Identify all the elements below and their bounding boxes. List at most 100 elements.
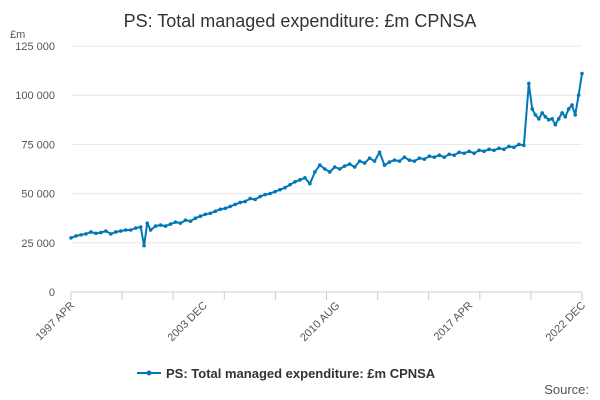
data-point[interactable] (337, 167, 342, 171)
data-point[interactable] (142, 243, 146, 248)
data-point[interactable] (288, 182, 292, 187)
data-point[interactable] (248, 196, 252, 201)
data-point[interactable] (530, 107, 535, 111)
data-point[interactable] (133, 226, 138, 230)
data-point[interactable] (387, 160, 392, 164)
data-point[interactable] (492, 148, 496, 153)
data-point[interactable] (457, 150, 461, 155)
data-point[interactable] (417, 156, 422, 160)
data-point[interactable] (69, 236, 73, 240)
data-point[interactable] (407, 158, 412, 162)
data-point[interactable] (138, 225, 143, 229)
data-point[interactable] (89, 230, 93, 234)
data-point[interactable] (502, 147, 506, 152)
data-point[interactable] (158, 223, 163, 227)
data-point[interactable] (527, 81, 531, 86)
data-point[interactable] (308, 181, 312, 186)
data-point[interactable] (576, 93, 581, 97)
data-point[interactable] (99, 230, 103, 235)
data-point[interactable] (118, 229, 123, 233)
data-point[interactable] (362, 161, 367, 165)
data-point[interactable] (303, 176, 307, 180)
data-point[interactable] (452, 153, 457, 158)
data-point[interactable] (145, 221, 150, 225)
data-point[interactable] (437, 153, 442, 158)
data-point[interactable] (74, 234, 78, 238)
data-point[interactable] (198, 214, 203, 219)
data-point[interactable] (113, 230, 118, 234)
data-point[interactable] (462, 151, 466, 156)
data-point[interactable] (573, 113, 578, 117)
data-point[interactable] (298, 178, 302, 182)
data-point[interactable] (560, 111, 564, 115)
data-point[interactable] (497, 146, 501, 151)
data-point[interactable] (392, 158, 397, 162)
data-point[interactable] (533, 113, 538, 117)
data-point[interactable] (148, 228, 153, 232)
data-point[interactable] (79, 233, 83, 237)
data-point[interactable] (183, 218, 188, 222)
data-point[interactable] (94, 231, 98, 236)
data-point[interactable] (553, 122, 558, 127)
data-point[interactable] (173, 220, 178, 224)
data-point[interactable] (427, 154, 432, 159)
data-point[interactable] (347, 162, 352, 166)
data-point[interactable] (402, 155, 407, 159)
data-point[interactable] (537, 117, 541, 121)
data-point[interactable] (327, 170, 332, 174)
data-point[interactable] (263, 192, 267, 197)
data-point[interactable] (372, 159, 377, 163)
data-point[interactable] (84, 232, 88, 236)
data-point[interactable] (243, 199, 247, 204)
data-point[interactable] (313, 170, 317, 174)
data-point[interactable] (268, 191, 272, 196)
data-point[interactable] (203, 212, 208, 217)
data-point[interactable] (550, 117, 554, 121)
data-point[interactable] (482, 149, 486, 154)
data-point[interactable] (193, 216, 198, 220)
data-point[interactable] (223, 206, 228, 211)
data-point[interactable] (442, 155, 447, 159)
data-point[interactable] (472, 151, 476, 156)
data-point[interactable] (412, 159, 417, 163)
data-point[interactable] (467, 149, 471, 154)
data-point[interactable] (153, 224, 158, 228)
data-point[interactable] (233, 202, 238, 207)
data-point[interactable] (477, 148, 481, 153)
data-point[interactable] (323, 167, 327, 171)
data-point[interactable] (332, 165, 337, 169)
data-point[interactable] (367, 156, 372, 160)
data-point[interactable] (377, 150, 382, 155)
data-point[interactable] (570, 103, 574, 107)
data-point[interactable] (273, 189, 277, 194)
data-point[interactable] (546, 118, 551, 122)
data-point[interactable] (487, 147, 491, 152)
data-point[interactable] (556, 117, 561, 121)
data-point[interactable] (228, 204, 233, 209)
legend[interactable]: PS: Total managed expenditure: £m CPNSA (137, 366, 436, 381)
data-point[interactable] (522, 143, 526, 148)
data-point[interactable] (238, 200, 243, 205)
data-point[interactable] (357, 159, 362, 163)
data-point[interactable] (253, 197, 257, 202)
data-point[interactable] (382, 163, 387, 167)
data-point[interactable] (208, 211, 213, 216)
data-point[interactable] (432, 155, 437, 159)
data-point[interactable] (342, 164, 347, 168)
data-point[interactable] (293, 179, 297, 184)
data-point[interactable] (447, 152, 452, 157)
data-point[interactable] (543, 115, 548, 119)
data-point[interactable] (566, 107, 571, 111)
data-point[interactable] (188, 219, 193, 223)
data-point[interactable] (352, 165, 357, 169)
data-point[interactable] (123, 228, 128, 232)
data-point[interactable] (278, 187, 282, 192)
data-point[interactable] (507, 144, 511, 149)
data-point[interactable] (163, 224, 168, 228)
data-point[interactable] (580, 71, 584, 76)
data-point[interactable] (422, 157, 427, 161)
data-point[interactable] (563, 115, 568, 119)
data-point[interactable] (397, 159, 402, 163)
data-point[interactable] (213, 209, 218, 214)
data-point[interactable] (218, 207, 223, 212)
